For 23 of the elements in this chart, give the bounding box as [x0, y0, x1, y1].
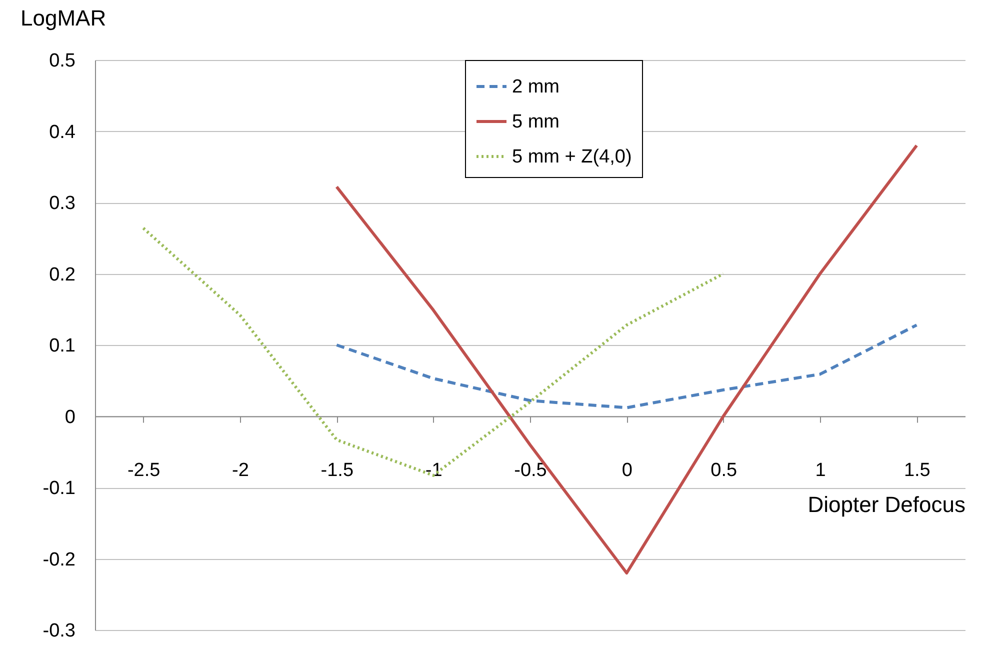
x-tick-label: -0.5: [514, 460, 547, 481]
y-tick-label: 0: [64, 406, 76, 428]
legend-label: 2 mm: [512, 76, 560, 98]
y-tick-label: -0.3: [42, 620, 76, 642]
x-tick-label: 0.5: [710, 460, 738, 481]
x-tick-label: -1.5: [320, 460, 354, 481]
x-tick-label: 0: [622, 460, 632, 481]
x-tick-label: 1.5: [904, 460, 930, 481]
x-tick-label: -2.5: [127, 460, 160, 481]
y-tick-label: 0.5: [49, 50, 76, 72]
y-tick-label: 0.1: [49, 336, 76, 356]
y-tick-label: 0.2: [49, 264, 76, 286]
y-tick-label: -0.2: [42, 549, 76, 570]
legend-label: 5 mm + Z(4,0): [512, 146, 632, 168]
x-tick-label: -2: [232, 460, 249, 481]
x-tick-label: 1: [815, 460, 826, 481]
y-tick-label: -0.1: [42, 478, 76, 499]
x-axis-title: Diopter Defocus: [808, 492, 966, 517]
y-tick-label: 0.4: [49, 122, 76, 143]
y-tick-label: 0.3: [49, 193, 76, 214]
y-axis-title: LogMAR: [20, 6, 106, 30]
line-series: [335, 324, 918, 410]
legend-label: 5 mm: [512, 112, 560, 132]
